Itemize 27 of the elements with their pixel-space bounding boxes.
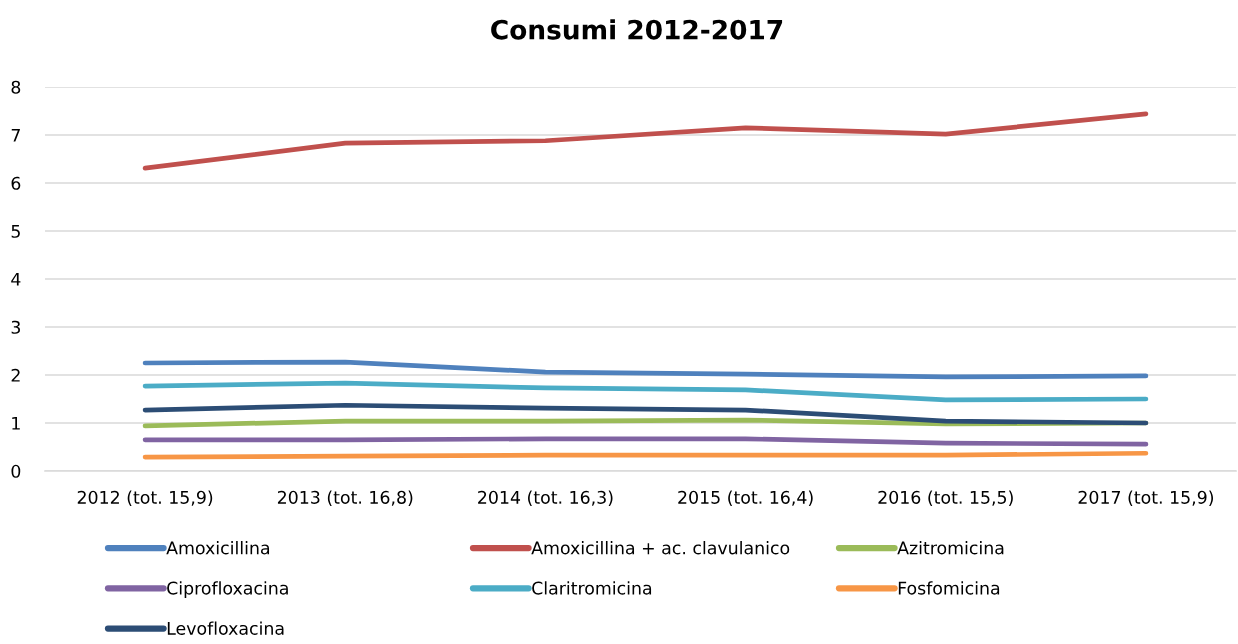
y-tick-label: 3	[11, 320, 20, 334]
line-series	[142, 402, 1149, 426]
x-tick-label: 2012 (tot. 15,9)	[77, 490, 213, 506]
line-series	[142, 359, 1149, 380]
legend-label: Azitromicina	[897, 541, 1004, 555]
y-tick-label: 4	[11, 272, 21, 286]
x-tick-label: 2013 (tot. 16,8)	[277, 490, 413, 506]
line-series	[142, 380, 1149, 403]
x-tick-label: 2017 (tot. 15,9)	[1078, 490, 1214, 506]
legend-label: Ciprofloxacina	[167, 581, 288, 599]
y-tick-label: 6	[11, 176, 21, 190]
y-tick-label: 2	[11, 368, 20, 382]
legend-label: Fosfomicina	[898, 581, 1000, 595]
y-tick-label: 1	[12, 416, 20, 430]
y-tick-label: 8	[11, 80, 21, 94]
legend-label: Levofloxacina	[167, 621, 284, 635]
x-tick-label: 2014 (tot. 16,3)	[478, 490, 613, 506]
y-tick-label: 0	[11, 464, 21, 478]
legend-label: Claritromicina	[532, 581, 652, 595]
x-tick-label: 2015 (tot. 16,4)	[678, 490, 813, 506]
x-tick-label: 2016 (tot. 15,5)	[878, 490, 1013, 506]
legend-label: Amoxicillina + ac. clavulanico	[531, 541, 790, 555]
y-tick-label: 5	[11, 224, 20, 238]
chart-title: Consumi 2012-2017	[491, 19, 783, 40]
line-series	[142, 111, 1149, 171]
y-tick-label: 7	[11, 128, 20, 142]
legend-label: Amoxicillina	[166, 541, 270, 555]
